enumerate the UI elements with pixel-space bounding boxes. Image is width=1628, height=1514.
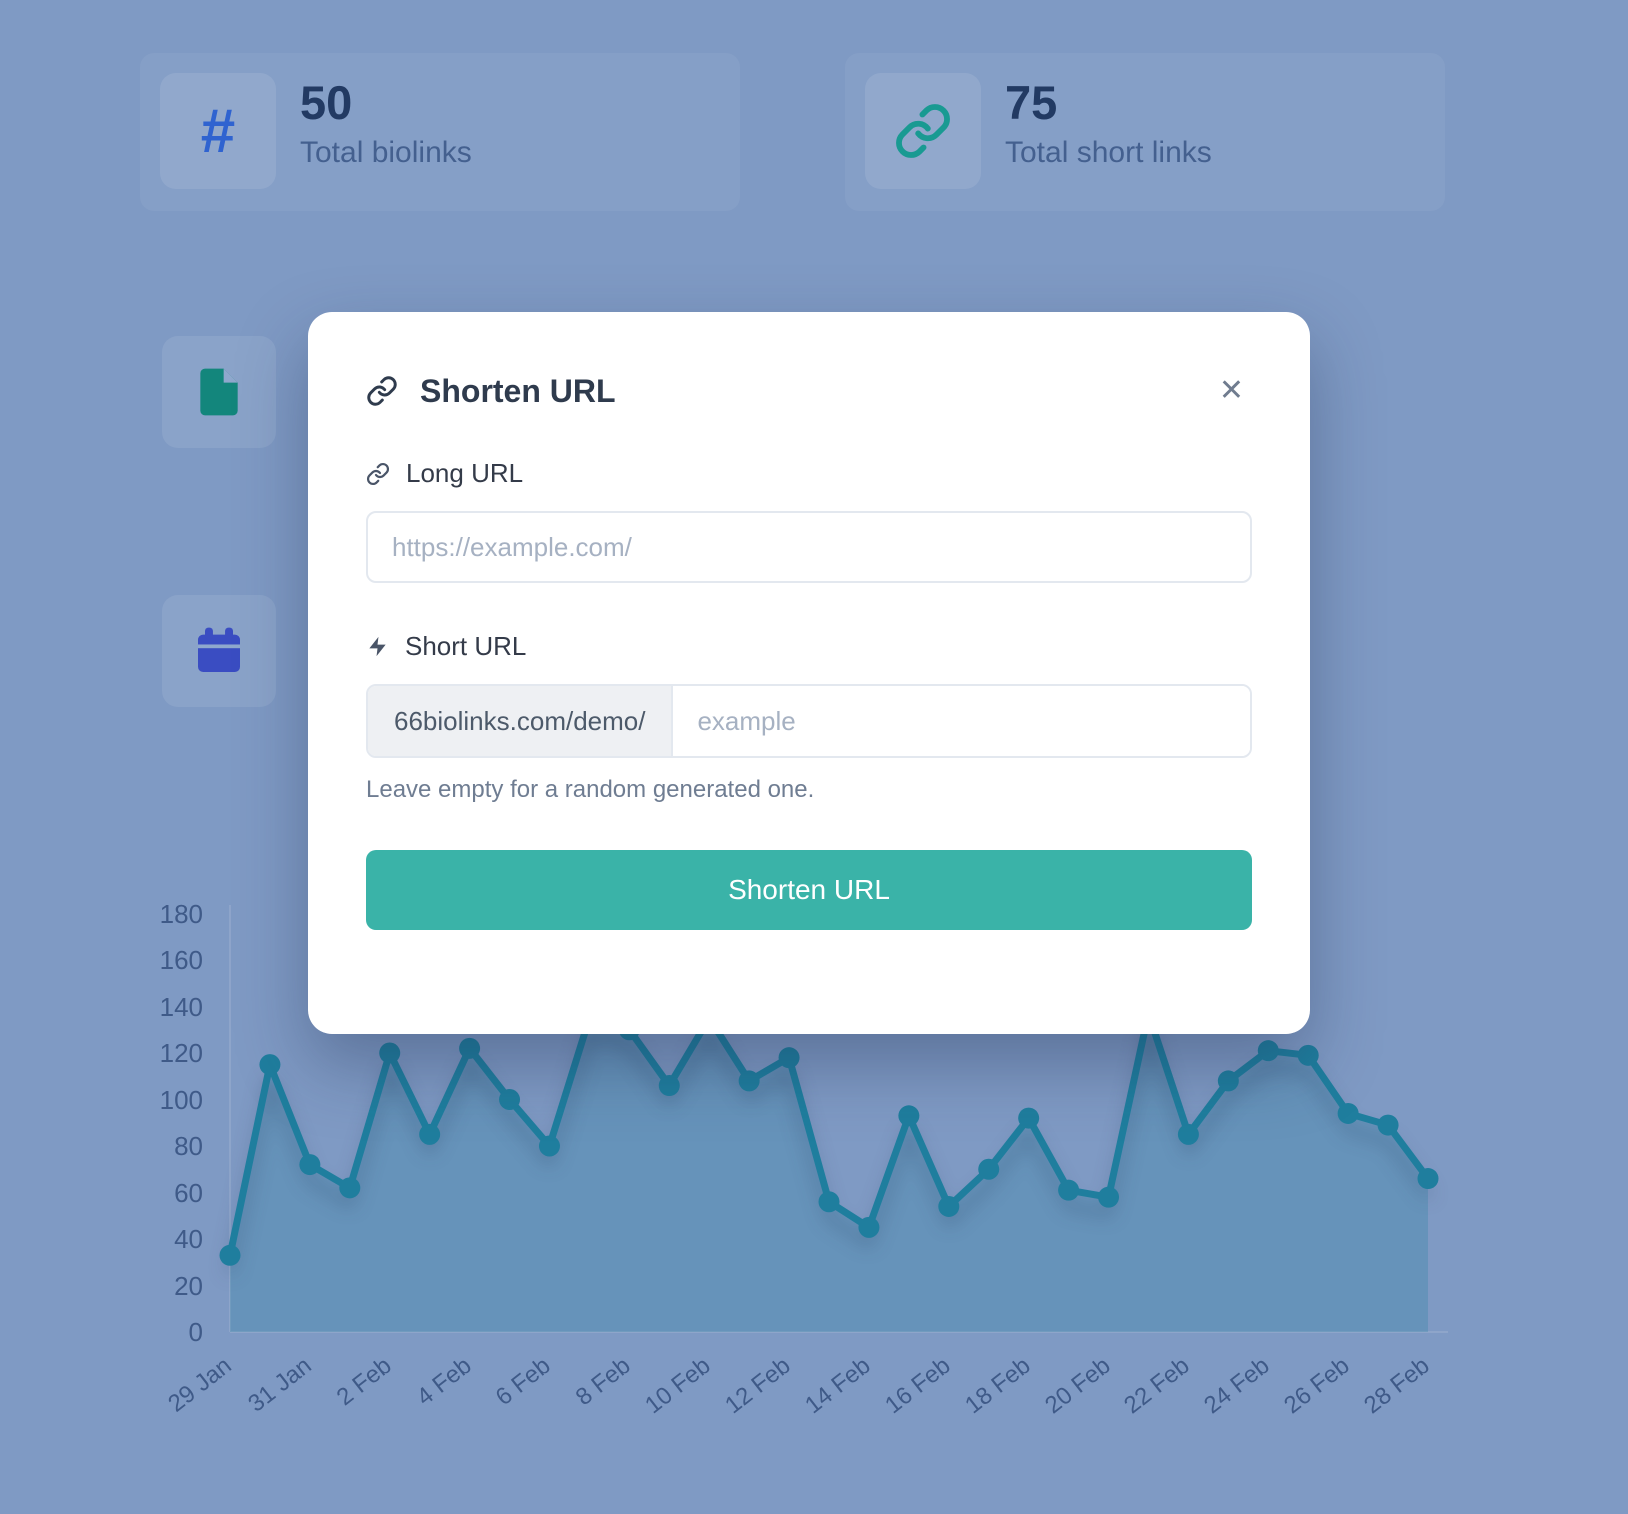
data-point: [658, 1075, 680, 1097]
hash-icon: #: [200, 96, 236, 166]
data-point: [1257, 1040, 1279, 1062]
data-point: [1058, 1179, 1080, 1201]
short-url-prefix: 66biolinks.com/demo/: [368, 686, 674, 756]
file-icon: [191, 364, 247, 420]
stat-icon-tile-pages: [162, 336, 276, 448]
stat-value: 50: [300, 76, 353, 129]
short-url-helper-text: Leave empty for a random generated one.: [366, 776, 815, 803]
data-point: [459, 1037, 481, 1059]
stat-card-total-short-links: 75 Total short links: [845, 53, 1445, 211]
data-point: [1018, 1107, 1040, 1129]
data-point: [1417, 1168, 1439, 1190]
y-axis-tick-label: 120: [159, 1038, 203, 1068]
data-point: [499, 1089, 521, 1110]
data-point: [219, 1244, 241, 1266]
y-axis-tick-label: 80: [174, 1131, 203, 1161]
modal-title: Shorten URL: [420, 372, 616, 409]
data-point: [778, 1047, 800, 1069]
short-url-input-group: 66biolinks.com/demo/: [366, 684, 1252, 758]
link-icon: [366, 375, 398, 407]
stat-label: Total biolinks: [300, 136, 472, 169]
stat-label: Total short links: [1005, 136, 1212, 169]
data-point: [858, 1216, 880, 1238]
calendar-icon: [191, 623, 247, 679]
data-point: [818, 1191, 840, 1213]
data-point: [538, 1135, 560, 1157]
data-point: [738, 1070, 760, 1092]
shorten-url-button[interactable]: Shorten URL: [366, 850, 1252, 930]
long-url-label: Long URL: [406, 458, 524, 488]
bolt-icon: [366, 635, 389, 658]
data-point: [1098, 1186, 1120, 1208]
data-point: [1177, 1123, 1199, 1145]
stat-icon-tile: [865, 73, 981, 189]
data-point: [938, 1195, 960, 1217]
y-axis-tick-label: 100: [159, 1084, 203, 1115]
link-icon: [894, 102, 952, 160]
shorten-url-modal: Shorten URL ✕ Long URL Short URL 66bioli…: [308, 312, 1310, 1034]
y-axis-tick-label: 180: [159, 898, 203, 929]
data-point: [1217, 1070, 1239, 1092]
short-url-label-row: Short URL: [366, 631, 1252, 662]
stat-card-total-biolinks: # 50 Total biolinks: [140, 53, 740, 211]
data-point: [419, 1123, 441, 1145]
y-axis-tick-label: 40: [174, 1224, 203, 1254]
stat-value: 75: [1005, 76, 1058, 129]
data-point: [898, 1105, 920, 1127]
stat-icon-tile: #: [160, 73, 276, 189]
link-icon: [366, 462, 390, 486]
long-url-label-row: Long URL: [366, 458, 1252, 489]
data-point: [339, 1177, 361, 1199]
y-axis-tick-label: 60: [174, 1177, 203, 1208]
short-url-input[interactable]: [673, 686, 1250, 756]
y-axis-tick-label: 140: [159, 991, 203, 1022]
y-axis-tick-label: 160: [159, 945, 203, 975]
data-point: [1337, 1102, 1359, 1124]
data-point: [1297, 1044, 1319, 1066]
data-point: [299, 1154, 321, 1176]
stat-icon-tile-calendar: [162, 595, 276, 707]
data-point: [379, 1042, 401, 1064]
y-axis-tick-label: 20: [174, 1270, 203, 1301]
data-point: [978, 1158, 1000, 1180]
y-axis-tick-label: 0: [188, 1317, 203, 1347]
data-point: [1377, 1114, 1399, 1136]
data-point: [259, 1054, 281, 1076]
short-url-label: Short URL: [405, 631, 527, 661]
close-button[interactable]: ✕: [1211, 372, 1252, 410]
long-url-input[interactable]: [366, 511, 1252, 583]
